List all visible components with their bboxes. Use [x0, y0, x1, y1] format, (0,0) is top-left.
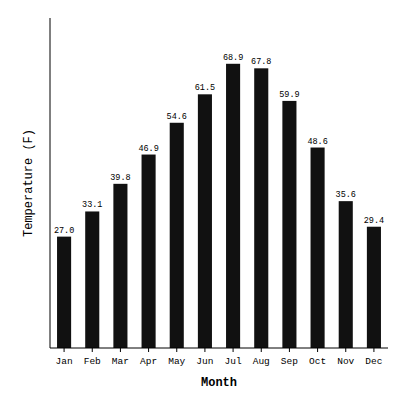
data-label: 29.4 — [364, 216, 384, 226]
x-tick — [176, 348, 177, 352]
bar — [142, 155, 156, 348]
x-tick-label: Oct — [309, 356, 326, 367]
data-label: 67.8 — [251, 57, 271, 67]
x-tick — [120, 348, 121, 352]
chart-container: 27.0 33.1 39.8 46.9 54.6 61.5 68.9 67.8 59.9 48.6… — [0, 0, 400, 400]
x-tick — [64, 348, 65, 352]
data-label: 68.9 — [223, 53, 243, 63]
data-label: 61.5 — [195, 83, 215, 93]
x-tick-label: Jan — [56, 356, 73, 367]
x-tick — [345, 348, 346, 352]
bar — [170, 123, 184, 348]
bar — [311, 148, 325, 348]
x-tick-label: Feb — [84, 356, 101, 367]
data-label: 35.6 — [336, 190, 356, 200]
data-label: 39.8 — [110, 173, 130, 183]
bar — [198, 94, 212, 348]
x-tick — [289, 348, 290, 352]
x-tick-label: Dec — [365, 356, 382, 367]
bar — [367, 227, 381, 348]
bar — [339, 201, 353, 348]
bar — [57, 237, 71, 348]
y-axis-label: Temperature (F) — [22, 129, 36, 237]
x-tick-label: Mar — [112, 356, 129, 367]
bar — [226, 64, 240, 348]
bar — [282, 101, 296, 348]
x-tick — [373, 348, 374, 352]
bar — [254, 68, 268, 348]
data-label: 48.6 — [307, 137, 327, 147]
x-tick — [261, 348, 262, 352]
bar — [85, 211, 99, 348]
x-tick-label: Nov — [337, 356, 354, 367]
x-tick — [317, 348, 318, 352]
x-tick — [92, 348, 93, 352]
x-tick-label: Sep — [281, 356, 298, 367]
data-label: 59.9 — [279, 90, 299, 100]
data-label: 33.1 — [82, 200, 102, 210]
data-label: 27.0 — [54, 226, 74, 236]
chart: 27.0 33.1 39.8 46.9 54.6 61.5 68.9 67.8 59.9 48.6… — [0, 0, 400, 400]
x-tick-label: Aug — [253, 356, 270, 367]
x-tick-label: Jul — [225, 356, 242, 367]
x-axis-line — [50, 348, 388, 349]
x-tick — [204, 348, 205, 352]
y-axis-line — [50, 18, 51, 348]
data-label: 54.6 — [167, 112, 187, 122]
bar — [113, 184, 127, 348]
x-tick-label: Jun — [196, 356, 213, 367]
bars — [57, 64, 381, 348]
x-tick-label: May — [168, 356, 185, 367]
x-tick — [148, 348, 149, 352]
data-label: 46.9 — [138, 144, 158, 154]
x-axis-label: Month — [201, 376, 237, 390]
x-tick — [233, 348, 234, 352]
x-tick-label: Apr — [140, 356, 157, 367]
